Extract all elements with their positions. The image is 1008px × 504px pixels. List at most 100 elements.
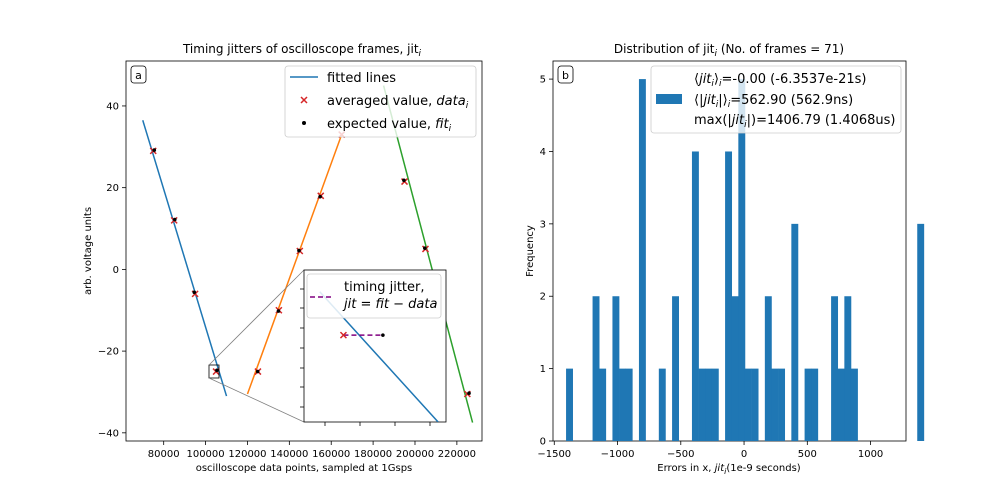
legend-averaged-label: averaged value, datai [327,94,469,111]
left-x-tick-label: 160000 [312,449,350,460]
histogram-bar [844,296,852,441]
right-y-tick-label: 1 [540,364,546,375]
left-y-tick-label: 0 [113,265,119,276]
legend-averaged-marker [300,96,308,104]
right-x-tick-label: 500 [798,449,817,460]
averaged-point-stroke [191,290,199,298]
histogram-bar [764,296,772,441]
left-panel-tag: a [135,69,142,82]
left-y-axis: −40 −20 0 20 40 [98,101,126,439]
histogram-bar [625,368,633,441]
right-panel-tag-box [557,65,574,84]
histogram-bar [731,296,739,441]
inset-legend-formula: jit = fit − data [342,297,437,312]
right-x-tick-label: 1000 [858,449,883,460]
inset-legend-box [306,273,442,319]
right-legend-max: max(|jiti|)=1406.79 (1.4068us) [694,113,896,130]
right-x-axis-label: Errors in x, jiti(1e-9 seconds) [657,463,801,476]
legend-expected-label: expected value, fiti [327,117,452,134]
histogram-bar [831,296,839,441]
left-y-tick-label: −20 [98,347,119,358]
left-legend: fitted lines averaged value, datai expec… [284,65,477,138]
left-x-tick-label: 180000 [354,449,392,460]
zoom-connector-bottom [208,377,305,423]
right-x-tick-label: −1000 [601,449,635,460]
left-plot-content [142,85,474,423]
left-x-axis-label: oscilloscope data points, sampled at 1Gs… [196,463,413,474]
right-legend: ⟨jiti⟩i=-0.00 (-6.3537e-21s) ⟨|jiti|⟩i=5… [650,65,902,134]
histogram-bar [599,368,607,441]
right-y-tick-label: 4 [540,147,546,158]
left-x-tick-label: 80000 [148,449,180,460]
histogram-bar [658,368,666,441]
histogram-bar [837,368,845,441]
left-y-axis-label: arb. voltage units [83,207,94,295]
histogram-bar [592,296,600,441]
right-x-tick-label: −500 [667,449,694,460]
right-legend-mean: ⟨jiti⟩i=-0.00 (-6.3537e-21s) [694,72,867,89]
inset-averaged-stroke [339,331,347,339]
left-panel-tag-box [130,65,147,84]
histogram-bar [771,368,779,441]
left-title-text: Timing jitters of oscilloscope frames, j… [182,42,419,56]
left-y-tick-label: 40 [106,101,119,112]
histogram-bar [804,368,812,441]
left-y-tick-label: −40 [98,428,119,439]
left-x-tick-label: 140000 [270,449,308,460]
histogram-bar [778,368,786,441]
left-y-tick-label: 20 [106,183,119,194]
left-panel: Timing jitters of oscilloscope frames, j… [83,42,483,474]
histogram-bar [638,79,646,441]
left-x-axis: 80000 100000 120000 140000 160000 180000 20000… [148,441,476,460]
right-x-axis: −1500 −1000 −500 0 500 1000 [537,441,883,460]
right-legend-mean-abs: ⟨|jiti|⟩i=562.90 (562.9ns) [694,93,853,110]
right-y-axis-label: Frequency [525,225,536,277]
histogram-bar [791,223,799,441]
histogram-bar [751,368,759,441]
histogram-bar [705,368,713,441]
right-chart-title: Distribution of jiti (No. of frames = 71… [614,42,844,59]
left-x-tick-label: 200000 [396,449,434,460]
expected-point [467,391,471,395]
zoom-region-box [208,364,220,379]
inset-legend-title: timing jitter, [344,280,425,295]
histogram-bar [612,296,620,441]
right-y-tick-label: 5 [540,75,546,86]
right-legend-swatch [656,94,682,104]
left-x-tick-label: 120000 [228,449,266,460]
histogram-bar [850,368,858,441]
zoom-inset: timing jitter, jit = fit − data [208,269,447,426]
histogram-bar [566,368,573,441]
expected-point [297,248,301,253]
expected-point [255,369,260,374]
histogram-bar [811,368,819,441]
histogram-bar [744,368,752,441]
expected-point [192,290,197,295]
histogram-bar [738,79,746,441]
expected-point [318,194,322,199]
right-panel: Distribution of jiti (No. of frames = 71… [525,42,925,476]
histogram-bar [672,296,680,441]
histogram-bar [711,368,719,441]
fitted-line-2 [246,134,343,395]
fitted-line-3 [382,85,474,423]
expected-point [423,246,427,250]
inset-expected-point [381,333,385,337]
inset-averaged-point [339,331,347,339]
right-plot-content [566,79,925,441]
expected-point [152,148,157,152]
right-y-tick-label: 3 [540,219,546,230]
right-panel-tag: b [562,69,569,82]
legend-expected-marker [302,121,306,125]
histogram-bar [698,368,706,441]
left-plot-frame [125,60,483,442]
right-y-tick-label: 0 [540,437,546,448]
zoom-connector-top [208,269,305,366]
fitted-line-1 [142,120,228,397]
left-x-tick-label: 220000 [438,449,476,460]
right-legend-box [650,65,902,134]
left-x-tick-label: 100000 [186,449,224,460]
expected-point [276,309,281,313]
left-chart-title: Timing jitters of oscilloscope frames, j… [182,42,422,59]
